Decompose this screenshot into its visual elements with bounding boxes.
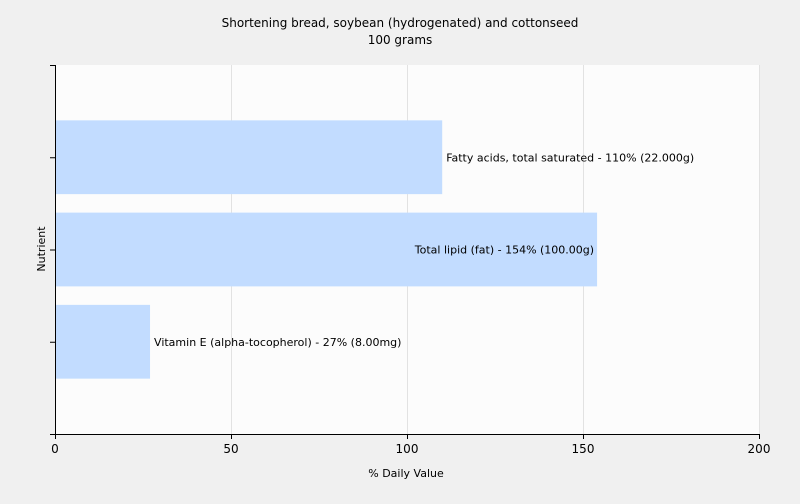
x-tick-label: 200: [748, 442, 771, 456]
bar: [56, 120, 443, 195]
x-tick-label: 0: [51, 442, 59, 456]
data-label: Fatty acids, total saturated - 110% (22.…: [446, 151, 694, 164]
x-tick-label: 100: [396, 442, 419, 456]
data-label: Vitamin E (alpha-tocopherol) - 27% (8.00…: [154, 336, 401, 349]
bar: [56, 304, 151, 379]
x-tick-label: 50: [223, 442, 238, 456]
chart-title: Shortening bread, soybean (hydrogenated)…: [222, 16, 579, 30]
chart-subtitle: 100 grams: [368, 33, 433, 47]
x-axis-title: % Daily Value: [368, 467, 444, 480]
bar: [56, 212, 598, 287]
data-label: Total lipid (fat) - 154% (100.00g): [414, 244, 594, 257]
x-tick-label: 150: [572, 442, 595, 456]
y-axis-title: Nutrient: [35, 226, 48, 272]
